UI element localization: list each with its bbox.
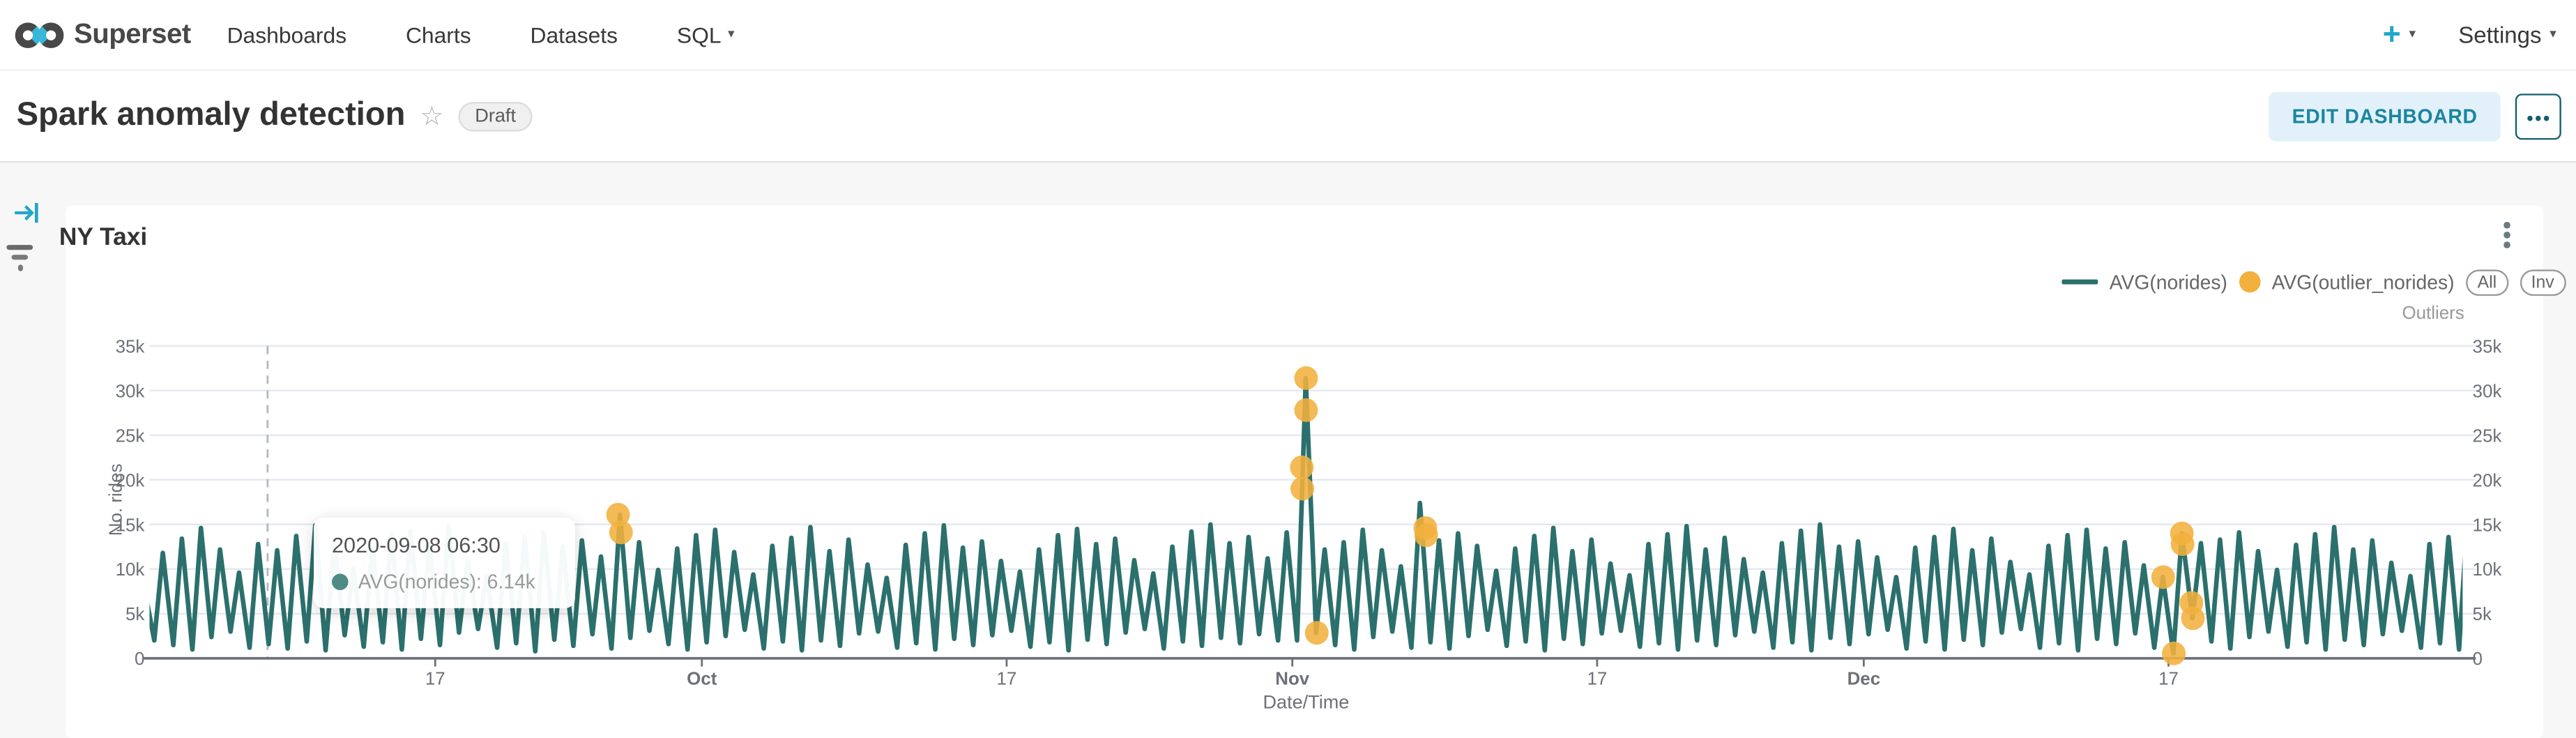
- tooltip-series-dot: [332, 573, 349, 590]
- brand-name: Superset: [74, 17, 191, 50]
- chevron-down-icon: ▾: [727, 26, 735, 41]
- more-options-button[interactable]: [2515, 93, 2561, 140]
- norides-line-swatch[interactable]: [2061, 279, 2098, 285]
- nav-item-charts[interactable]: Charts: [405, 22, 471, 47]
- nav-items: Dashboards Charts Datasets SQL ▾: [227, 22, 735, 47]
- chart-title: NY Taxi: [59, 223, 148, 252]
- draft-badge: Draft: [458, 100, 533, 131]
- ellipsis-icon: [2527, 114, 2550, 121]
- tooltip-date: 2020-09-08 06:30: [332, 532, 501, 557]
- legend-all-button[interactable]: All: [2466, 269, 2508, 295]
- nav-item-datasets[interactable]: Datasets: [530, 22, 618, 47]
- nav-right: + ▾ Settings ▾: [2383, 19, 2556, 50]
- top-nav: Superset Dashboards Charts Datasets SQL …: [0, 0, 2576, 71]
- settings-label: Settings: [2458, 21, 2542, 48]
- right-axis-title: Outliers: [2402, 303, 2464, 324]
- legend-label-norides[interactable]: AVG(norides): [2109, 270, 2227, 294]
- legend-inv-button[interactable]: Inv: [2520, 269, 2566, 295]
- legend-label-outlier-norides[interactable]: AVG(outlier_norides): [2271, 270, 2455, 294]
- nav-item-sql-label: SQL: [676, 22, 722, 47]
- filter-icon[interactable]: [5, 241, 38, 274]
- favorite-star-icon[interactable]: ☆: [420, 103, 444, 131]
- tooltip-value: AVG(norides): 6.14k: [358, 570, 535, 594]
- superset-logo[interactable]: Superset: [15, 17, 191, 52]
- outlier-dot-swatch[interactable]: [2239, 271, 2261, 293]
- nav-item-sql[interactable]: SQL ▾: [677, 22, 735, 47]
- edit-dashboard-button[interactable]: EDIT DASHBOARD: [2269, 91, 2501, 141]
- plus-icon: +: [2382, 17, 2401, 52]
- arrow-right-to-bar-icon: [15, 203, 38, 223]
- chevron-down-icon: ▾: [2409, 26, 2416, 41]
- nav-item-dashboards[interactable]: Dashboards: [227, 22, 347, 47]
- settings-menu[interactable]: Settings ▾: [2458, 22, 2556, 48]
- expand-filter-bar-button[interactable]: [13, 200, 40, 233]
- superset-infinity-icon: [15, 22, 64, 47]
- new-item-menu[interactable]: + ▾: [2383, 19, 2416, 50]
- dashboard-header: Spark anomaly detection ☆ Draft EDIT DAS…: [0, 70, 2576, 163]
- chart-kebab-menu-icon[interactable]: [2499, 222, 2515, 251]
- chart-legend: AVG(norides) AVG(outlier_norides) All In…: [2061, 268, 2566, 296]
- page-title: Spark anomaly detection: [16, 97, 406, 133]
- chart-tooltip: 2020-09-08 06:30 AVG(norides): 6.14k: [314, 518, 575, 608]
- chevron-down-icon: ▾: [2550, 26, 2556, 41]
- header-actions: EDIT DASHBOARD: [2269, 91, 2561, 141]
